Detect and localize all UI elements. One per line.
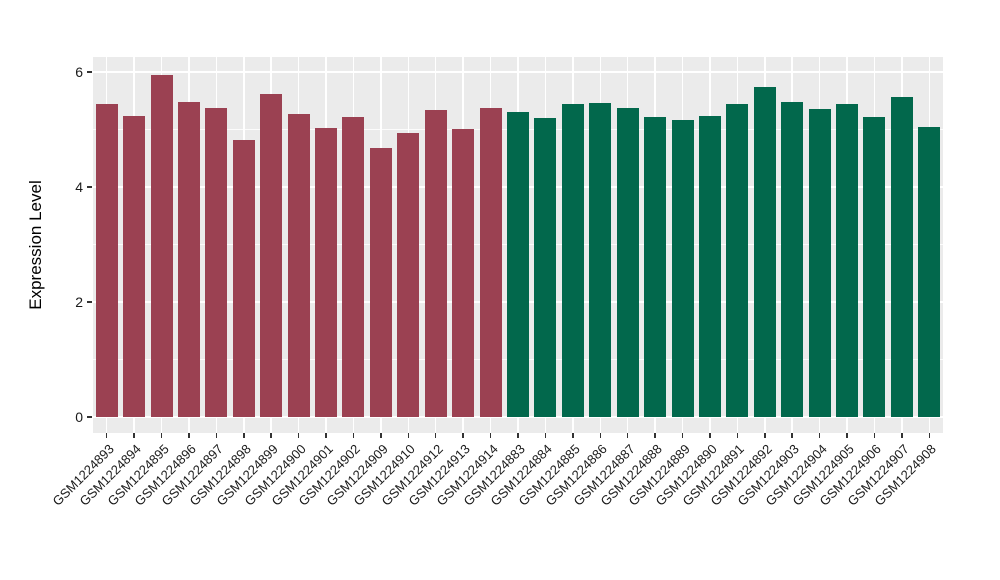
x-tick-mark: [846, 433, 848, 438]
x-tick-mark: [928, 433, 931, 438]
x-tick-mark: [462, 433, 464, 438]
bar: [698, 116, 721, 417]
bar: [287, 114, 310, 417]
x-tick-mark: [599, 433, 601, 438]
gridline-major-y: [93, 70, 943, 73]
x-tick-mark: [654, 433, 656, 438]
x-tick-mark: [325, 433, 327, 438]
bar: [232, 139, 255, 417]
bar: [177, 102, 200, 417]
y-tick-mark: [87, 416, 92, 418]
bar: [150, 74, 173, 417]
bar: [644, 116, 667, 417]
y-tick-mark: [87, 71, 92, 73]
bar: [781, 102, 804, 417]
bar: [918, 127, 941, 417]
x-tick-mark: [901, 433, 903, 438]
y-tick-mark: [87, 301, 92, 303]
bar: [424, 110, 447, 417]
y-tick-mark: [87, 186, 92, 188]
bar: [342, 116, 365, 417]
x-tick-mark: [243, 433, 245, 438]
bar: [369, 148, 392, 417]
x-tick-mark: [133, 433, 135, 438]
x-tick-mark: [681, 433, 684, 438]
x-tick-mark: [270, 433, 272, 438]
bar: [452, 128, 475, 417]
bar: [534, 117, 557, 417]
bar: [479, 107, 502, 417]
bar: [589, 102, 612, 417]
bar: [260, 94, 283, 417]
x-tick-mark: [215, 433, 218, 438]
bar: [205, 107, 228, 417]
bar: [616, 107, 639, 417]
bar: [753, 87, 776, 417]
plot-panel: [93, 57, 943, 433]
y-axis-title: Expression Level: [26, 180, 45, 310]
y-tick-label: 0: [75, 408, 83, 425]
x-tick-mark: [188, 433, 190, 438]
bar: [315, 127, 338, 417]
bar: [561, 104, 584, 417]
bar: [123, 116, 146, 417]
bar: [726, 104, 749, 417]
gridline-major-y: [93, 415, 943, 418]
x-tick-mark: [626, 433, 629, 438]
x-tick-mark: [407, 433, 410, 438]
x-tick-mark: [572, 433, 574, 438]
x-tick-mark: [105, 433, 108, 438]
x-tick-mark: [517, 433, 519, 438]
y-tick-label: 4: [75, 178, 83, 195]
x-tick-mark: [434, 433, 437, 438]
x-tick-mark: [489, 433, 492, 438]
x-tick-mark: [873, 433, 876, 438]
bar: [863, 117, 886, 417]
x-tick-mark: [818, 433, 821, 438]
bar: [890, 96, 913, 417]
bar: [507, 112, 529, 417]
y-tick-label: 6: [75, 63, 83, 80]
bar: [95, 104, 118, 417]
x-tick-mark: [297, 433, 300, 438]
x-tick-mark: [764, 433, 766, 438]
x-tick-mark: [736, 433, 739, 438]
x-tick-mark: [380, 433, 382, 438]
bar: [671, 119, 694, 417]
x-tick-mark: [160, 433, 163, 438]
bar: [836, 103, 859, 417]
bar: [808, 108, 831, 417]
x-tick-mark: [791, 433, 793, 438]
y-tick-label: 2: [75, 293, 83, 310]
x-tick-mark: [709, 433, 711, 438]
bar: [397, 133, 420, 417]
x-tick-mark: [544, 433, 547, 438]
x-tick-mark: [352, 433, 355, 438]
